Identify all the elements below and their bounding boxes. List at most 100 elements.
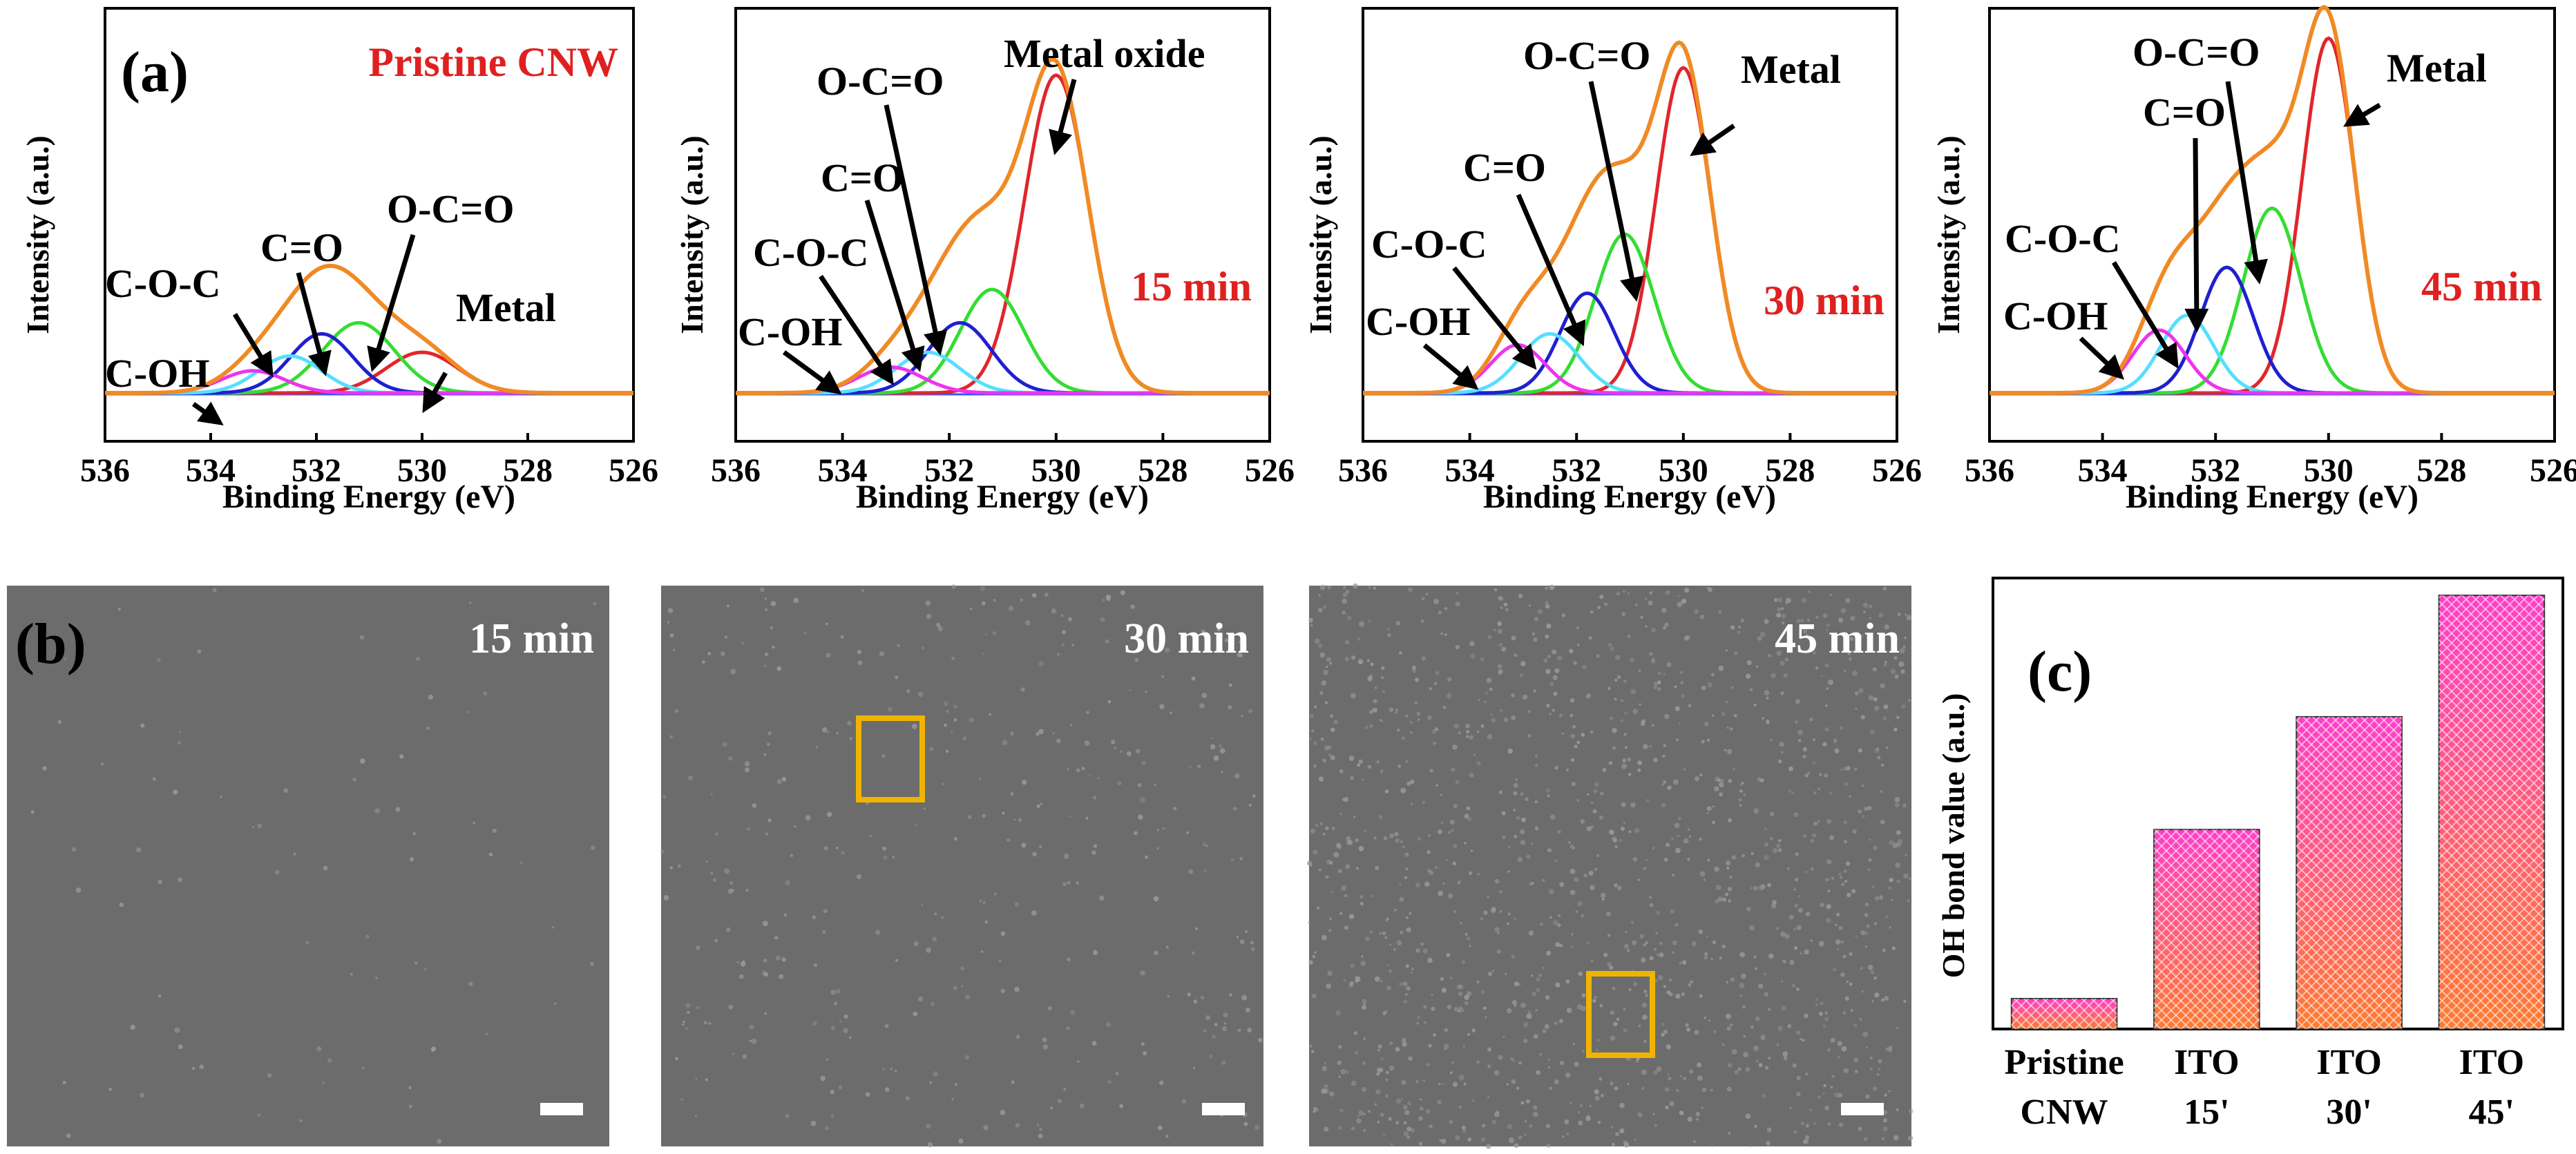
particle <box>943 701 948 706</box>
particle <box>1444 607 1448 610</box>
particle <box>1377 1044 1382 1049</box>
particle <box>993 598 996 602</box>
particle <box>1784 1056 1786 1059</box>
particle <box>1529 882 1534 886</box>
particle <box>1406 1135 1411 1139</box>
particle <box>1404 1110 1410 1115</box>
particle <box>1496 949 1501 954</box>
particle <box>785 880 790 886</box>
particle <box>1476 872 1480 876</box>
particle <box>1663 626 1666 630</box>
particle <box>1593 789 1598 794</box>
particle <box>119 902 124 907</box>
particle <box>350 973 353 976</box>
particle <box>1547 848 1552 853</box>
particle <box>1514 918 1517 921</box>
particle <box>1355 1050 1359 1055</box>
particle <box>1420 942 1424 946</box>
particle <box>667 608 674 613</box>
particle <box>1789 1107 1792 1110</box>
particle <box>1609 716 1614 721</box>
particle <box>1868 965 1873 970</box>
particle <box>694 1114 697 1117</box>
x-tick-label: 530 <box>2304 452 2354 489</box>
particle <box>726 604 729 608</box>
particle <box>1786 639 1791 644</box>
particle <box>892 856 895 859</box>
particle <box>1503 717 1509 722</box>
particle <box>1438 1082 1441 1086</box>
particle <box>352 778 356 782</box>
particle <box>1530 843 1533 845</box>
particle <box>1355 979 1359 983</box>
particle <box>1224 638 1229 642</box>
particle <box>1469 735 1473 740</box>
particle <box>1315 824 1318 827</box>
particle <box>1694 609 1699 614</box>
particle <box>1403 1121 1407 1125</box>
particle <box>1552 709 1555 712</box>
particle <box>1639 934 1644 939</box>
particle <box>1764 690 1770 695</box>
particle <box>1433 742 1437 745</box>
particle <box>1859 634 1863 638</box>
particle <box>1754 1124 1757 1128</box>
particle <box>1554 766 1558 770</box>
particle <box>1701 740 1705 744</box>
particle <box>1502 1035 1505 1038</box>
particle <box>1628 773 1632 776</box>
particle <box>1753 1046 1759 1051</box>
particle <box>1518 1135 1523 1140</box>
particle <box>926 613 932 619</box>
particle <box>879 651 885 657</box>
particle <box>1423 1005 1427 1009</box>
particle <box>1864 913 1869 917</box>
particle <box>1779 742 1784 747</box>
particle <box>1582 1050 1585 1053</box>
particle <box>1514 1143 1519 1148</box>
particle <box>767 742 770 746</box>
particle <box>1590 959 1594 963</box>
particle <box>1329 860 1333 865</box>
particle <box>1344 894 1348 898</box>
particle <box>1846 766 1851 771</box>
particle <box>1807 771 1810 774</box>
particle <box>1594 867 1598 872</box>
sem-panel: 15 min (b) 30 min 45 min <box>7 583 1914 1149</box>
particle <box>1574 744 1578 749</box>
particle <box>1653 758 1658 762</box>
particle <box>1882 1118 1888 1123</box>
particle <box>1645 941 1648 945</box>
particle <box>764 652 768 657</box>
particle <box>1384 789 1389 794</box>
particle <box>1815 1003 1818 1006</box>
particle <box>1527 710 1532 713</box>
particle <box>1891 946 1896 950</box>
particle <box>1351 1126 1355 1131</box>
particle <box>764 608 768 612</box>
particle <box>1031 593 1037 598</box>
particle <box>1433 599 1439 604</box>
particle <box>1062 630 1066 635</box>
particle <box>937 626 944 632</box>
particle <box>1677 595 1680 598</box>
particle <box>1840 608 1847 613</box>
particle <box>1067 768 1069 771</box>
particle <box>1574 877 1579 883</box>
particle <box>1165 1135 1169 1138</box>
particle <box>1330 727 1335 732</box>
x-tick-label: 530 <box>1031 452 1081 489</box>
particle <box>1460 922 1462 925</box>
particle <box>1462 1125 1466 1130</box>
particle <box>1509 1137 1514 1143</box>
particle <box>1653 948 1657 951</box>
particle <box>1120 750 1123 753</box>
particle <box>1195 927 1199 930</box>
particle <box>1422 1079 1426 1082</box>
particle <box>1641 957 1646 963</box>
particle <box>375 977 378 979</box>
particle <box>1494 1111 1500 1117</box>
particle <box>1098 895 1105 901</box>
particle <box>1632 856 1638 862</box>
